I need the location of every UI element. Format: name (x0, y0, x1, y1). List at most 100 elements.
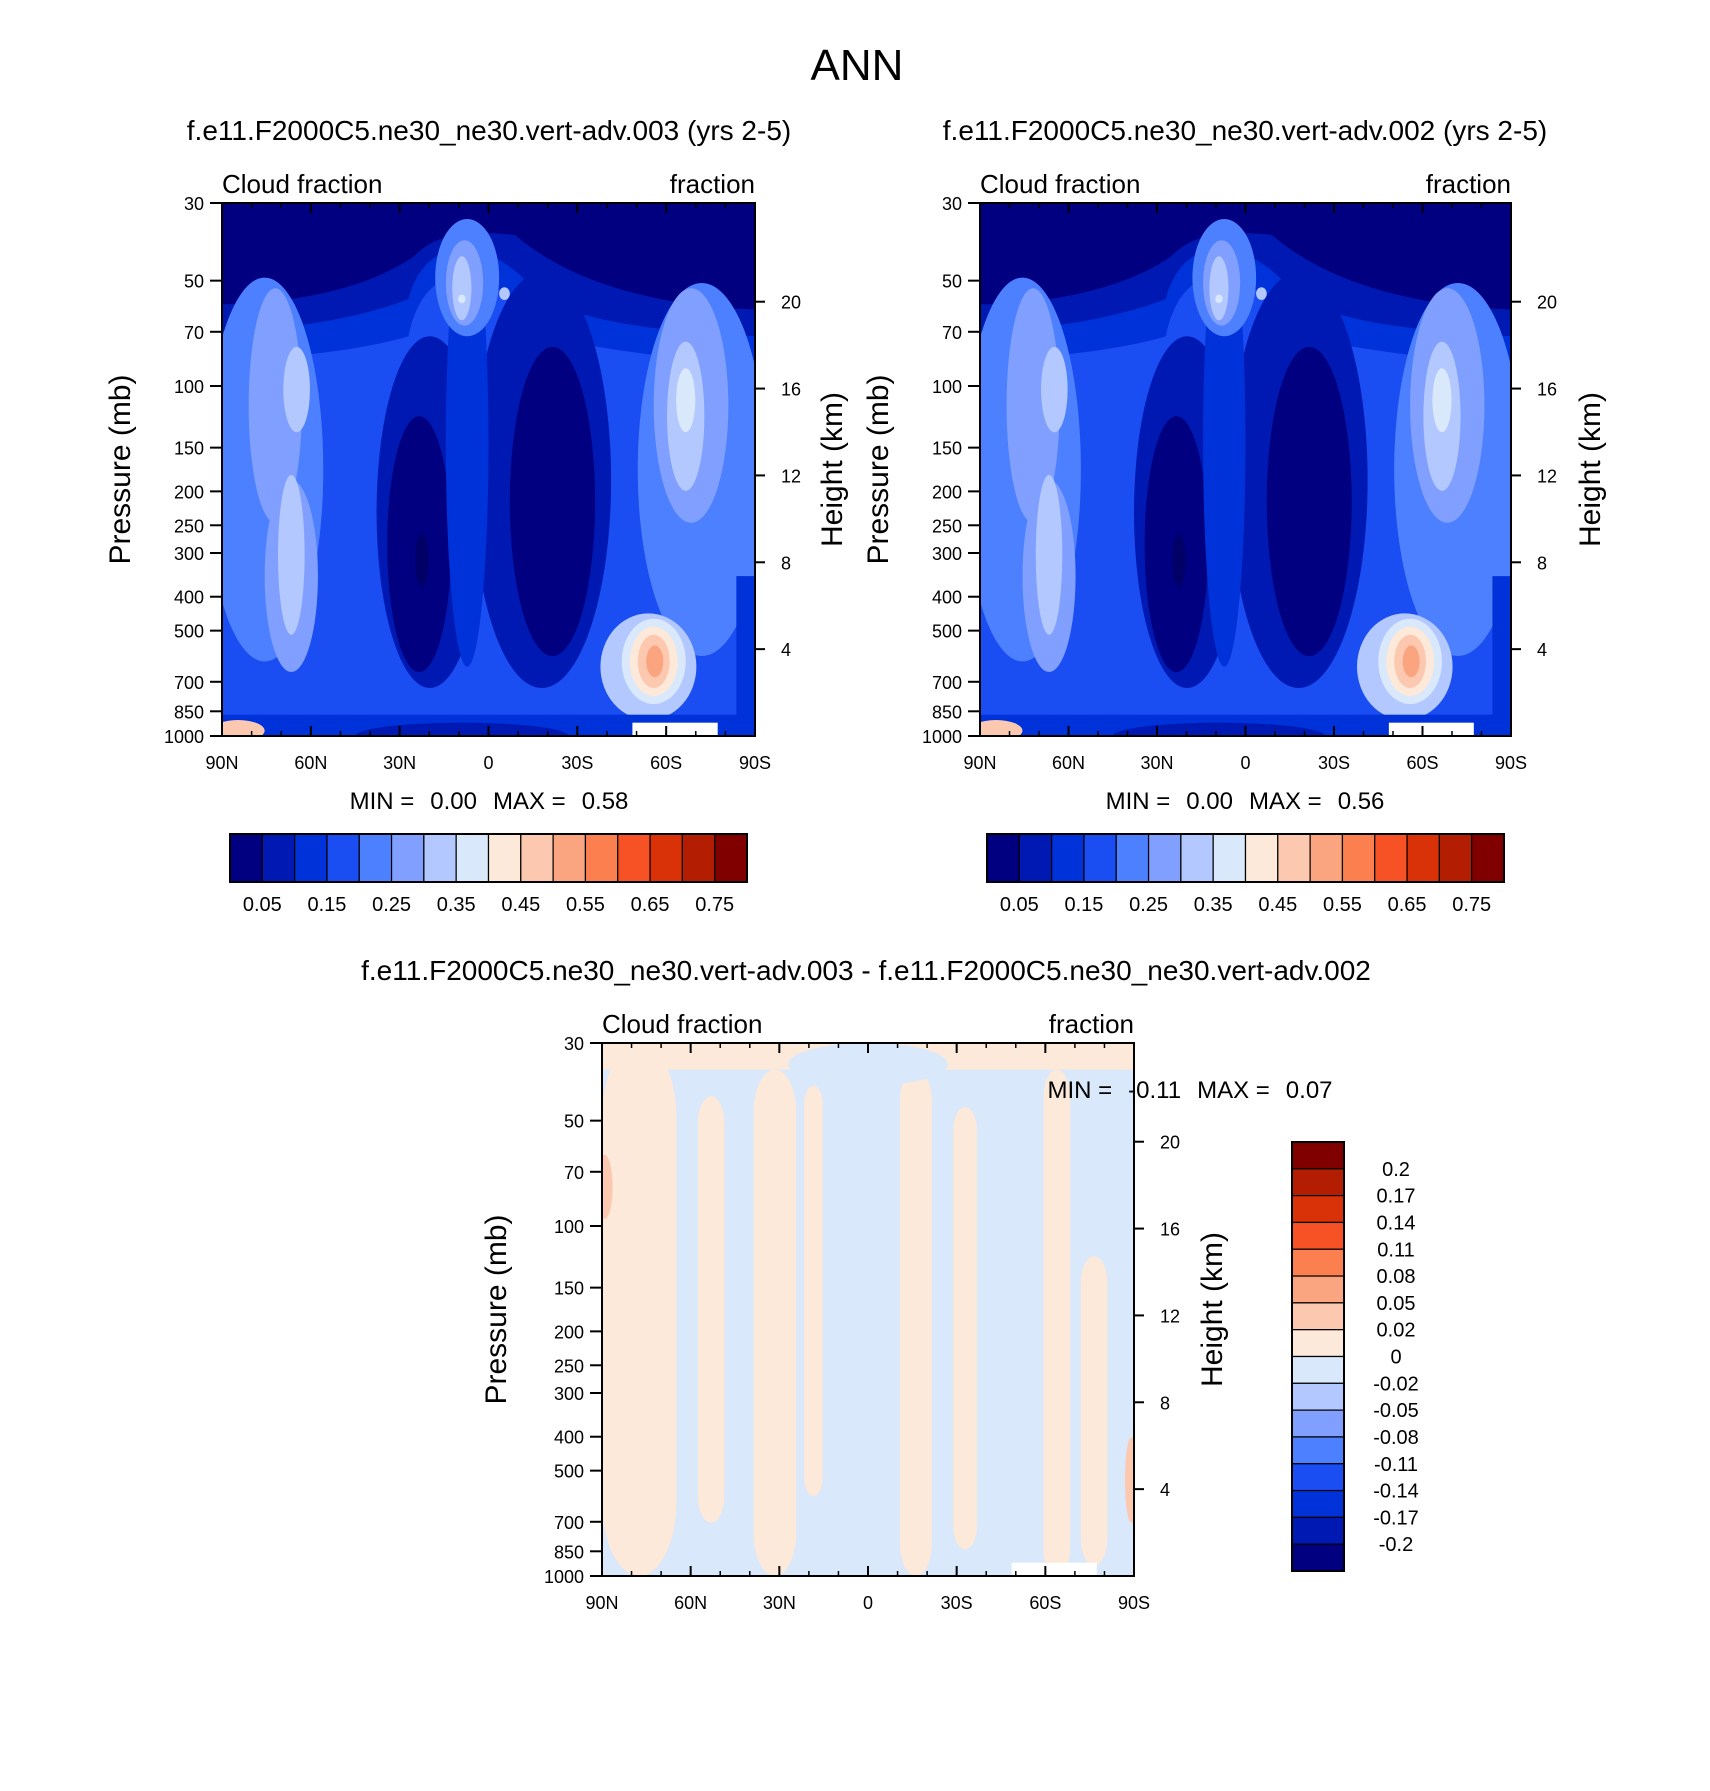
colorbar-box (1180, 833, 1214, 883)
colorbar-box (423, 833, 457, 883)
y-tick-label: 200 (174, 482, 204, 502)
min-value: 0.00 (430, 788, 477, 815)
colorbar-box (552, 833, 587, 883)
min-value: -0.11 (1128, 1077, 1181, 1104)
y-tick-label: 1000 (164, 727, 204, 747)
y-right-tick-label: 8 (1160, 1393, 1170, 1413)
colorbar: 0.2 0.17 0.14 0.11 0.08 0.05 0.02 0 -0.02 -0.05 -0… (1291, 1141, 1419, 1572)
y-tick-label: 400 (554, 1428, 584, 1448)
panel-right: f.e11.F2000C5.ne30_ne30.vert-adv.002 (yr… (862, 115, 1607, 916)
colorbar-label: 0.2 (1382, 1159, 1410, 1181)
colorbar-box (294, 833, 328, 883)
contour-level (222, 203, 755, 310)
colorbar-box (1291, 1168, 1345, 1197)
y-tick-label: 100 (174, 377, 204, 397)
colorbar-label: 0.75 (695, 894, 734, 916)
y-tick-label: 300 (174, 544, 204, 564)
colorbar-label: -0.08 (1373, 1427, 1419, 1449)
contour-level (452, 256, 472, 321)
y-right-tick-label: 16 (1160, 1220, 1180, 1240)
figure-title: ANN (811, 41, 904, 90)
colorbar-box (649, 833, 683, 883)
colorbar-box (520, 833, 554, 883)
contour-field (980, 203, 1511, 736)
y-tick-label: 250 (932, 516, 962, 536)
panel-left: f.e11.F2000C5.ne30_ne30.vert-adv.003 (yr… (104, 115, 849, 916)
y-tick-label: 300 (554, 1384, 584, 1404)
missing-data-region (1011, 1562, 1097, 1576)
colorbar-box (1291, 1195, 1345, 1224)
x-tick-label: 90S (1495, 753, 1527, 773)
min-max-label: MIN = -0.11 MAX = 0.07 (1047, 1077, 1332, 1104)
x-tick-label: 0 (863, 1593, 873, 1613)
colorbar-box (1291, 1436, 1345, 1465)
contour-level (646, 645, 664, 678)
x-tick-label: 60N (294, 753, 327, 773)
colorbar-box (1083, 833, 1117, 883)
colorbar-box (455, 833, 490, 883)
y-right-tick-label: 20 (781, 293, 801, 313)
contour-level (602, 1043, 677, 1576)
colorbar-label: 0.08 (1377, 1266, 1416, 1288)
colorbar-frame (229, 833, 748, 883)
colorbar-label: 0.35 (1194, 894, 1233, 916)
x-tick-label: 30S (941, 1593, 973, 1613)
contour-level (458, 294, 466, 304)
colorbar-box (1291, 1382, 1345, 1411)
colorbar-box (326, 833, 360, 883)
colorbar-box (1244, 833, 1279, 883)
contour-level (1035, 474, 1063, 635)
y-tick-label: 30 (564, 1034, 584, 1054)
colorbar-label: -0.17 (1373, 1507, 1419, 1529)
colorbar-box (1374, 833, 1408, 883)
y-tick-label: 50 (942, 272, 962, 292)
colorbar-box (1051, 833, 1085, 883)
colorbar-box (986, 833, 1020, 883)
colorbar-label: -0.05 (1373, 1400, 1419, 1422)
y-right-tick-label: 8 (1537, 553, 1547, 573)
colorbar-box (1291, 1463, 1345, 1492)
missing-data-region (632, 722, 718, 736)
contour-level (753, 1069, 797, 1576)
x-tick-label: 90N (963, 753, 996, 773)
x-tick-label: 30N (383, 753, 416, 773)
colorbar-box (229, 833, 263, 883)
colorbar-label: 0.75 (1452, 894, 1491, 916)
min-label: MIN = (350, 788, 415, 815)
max-label: MAX = (493, 788, 566, 815)
colorbar-box (1291, 1141, 1345, 1170)
colorbar-box (1291, 1302, 1345, 1331)
x-tick-label: 90N (585, 1593, 618, 1613)
y-tick-label: 150 (554, 1279, 584, 1299)
y-right-tick-label: 12 (1537, 466, 1557, 486)
x-tick-label: 90S (1118, 1593, 1150, 1613)
x-tick-label: 30N (763, 1593, 796, 1613)
y-right-tick-label: 4 (781, 640, 791, 660)
colorbar-label: 0 (1390, 1347, 1401, 1369)
colorbar-box (1147, 833, 1182, 883)
contour-level (980, 203, 1511, 310)
colorbar-box (1291, 1409, 1345, 1438)
colorbar-box (1406, 833, 1440, 883)
colorbar-box (1309, 833, 1344, 883)
min-value: 0.00 (1186, 788, 1233, 815)
y-right-tick-label: 4 (1537, 640, 1547, 660)
x-tick-label: 0 (1240, 753, 1250, 773)
x-tick-label: 60N (674, 1593, 707, 1613)
contour-level (602, 1154, 613, 1219)
contour-level (355, 722, 569, 736)
y-right-tick-label: 16 (781, 380, 801, 400)
y-tick-label: 500 (554, 1462, 584, 1482)
x-tick-label: 30S (561, 753, 593, 773)
y-tick-label: 50 (564, 1112, 584, 1132)
max-label: MAX = (1197, 1077, 1270, 1104)
contour-level (277, 474, 305, 635)
y-tick-label: 100 (554, 1217, 584, 1237)
colorbar-box (487, 833, 522, 883)
y-tick-label: 200 (554, 1322, 584, 1342)
contour-level (1432, 368, 1452, 433)
y-tick-label: 700 (932, 673, 962, 693)
y-tick-label: 200 (932, 482, 962, 502)
left-string: Cloud fraction (222, 169, 382, 199)
colorbar-label: 0.15 (1064, 894, 1103, 916)
